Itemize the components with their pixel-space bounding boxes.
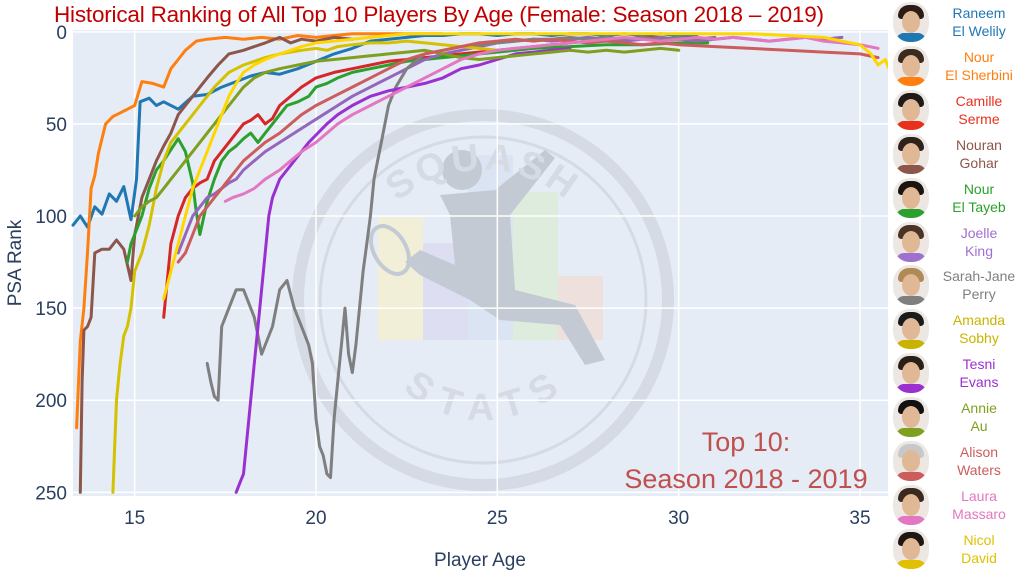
chart-plot: SQUASH STATS 15 20 25 30 35 050100150200250 … — [5, 23, 888, 571]
y-axis-ticks: 0 50 100 150 200 250 — [35, 23, 67, 504]
y-axis-title: PSA Rank — [5, 219, 26, 306]
series-lines — [71, 32, 888, 494]
x-axis-title: Player Age — [434, 550, 526, 571]
legend-label: Nouran Gohar — [936, 136, 1022, 172]
legend-name-line-2: Perry — [962, 286, 996, 303]
legend-name-line-2: Serme — [958, 110, 1000, 127]
x-tick-label: 30 — [668, 508, 689, 529]
player-photo-icon — [893, 45, 929, 86]
x-tick-label: 15 — [124, 508, 145, 529]
legend-name-line-1: Joelle — [960, 224, 998, 241]
legend-label: Nour El Sherbini — [936, 48, 1022, 84]
legend-item: Alison Waters — [888, 440, 1023, 482]
legend-item: Nour El Tayeb — [888, 177, 1023, 219]
legend-name-line-1: Annie — [961, 400, 997, 417]
x-tick-label: 35 — [849, 508, 870, 529]
series-line-nicol-david — [162, 32, 888, 301]
legend-name-line-1: Alison — [959, 444, 999, 460]
x-axis-ticks: 15 20 25 30 35 — [124, 508, 870, 529]
player-photo-icon — [893, 353, 929, 394]
legend-item: Nicol David — [888, 528, 1023, 570]
x-tick-label: 20 — [305, 508, 326, 529]
series-line-amanda-sobhy — [111, 39, 499, 494]
legend-item: Nour El Sherbini — [888, 45, 1023, 87]
legend-item: Amanda Sobhy — [888, 308, 1023, 350]
legend-item: Sarah-Jane Perry — [888, 264, 1023, 306]
y-tick-label: 200 — [35, 391, 67, 412]
annotation-line-2: Season 2018 - 2019 — [624, 464, 868, 494]
legend-name-line-1: Raneem — [952, 5, 1006, 21]
legend-item: Tesni Evans — [888, 352, 1023, 394]
player-photo-icon — [893, 89, 929, 130]
legend-name-line-2: El Tayeb — [952, 198, 1006, 215]
season-annotation: Top 10: Season 2018 - 2019 — [600, 424, 892, 498]
y-tick-label: 50 — [46, 115, 67, 136]
legend-name-line-1: Nour — [963, 48, 995, 65]
player-photo-icon — [893, 265, 929, 306]
legend-label: Laura Massaro — [936, 487, 1022, 523]
legend-item: Laura Massaro — [888, 484, 1023, 526]
legend-name-line-2: David — [961, 549, 997, 566]
player-photo-icon — [893, 2, 929, 42]
legend-name-line-1: Nicol — [963, 531, 995, 548]
legend-name-line-1: Camille — [955, 92, 1003, 109]
y-tick-label: 0 — [56, 23, 67, 44]
legend-name-line-2: King — [964, 242, 994, 259]
y-tick-label: 100 — [35, 207, 67, 228]
legend-name-line-1: Amanda — [952, 312, 1006, 329]
legend-item: Annie Au — [888, 396, 1023, 438]
player-photo-icon — [893, 133, 929, 174]
x-tick-label: 25 — [487, 508, 508, 529]
legend-label: Nicol David — [936, 531, 1022, 567]
series-line-annie-au — [133, 46, 681, 218]
legend-label: Joelle King — [936, 224, 1022, 260]
y-tick-label: 250 — [35, 483, 67, 504]
series-line-nour-el-sherbini — [75, 32, 445, 430]
legend-item: Joelle King — [888, 221, 1023, 263]
legend-item: Raneem El Welily — [888, 1, 1023, 43]
legend-item: Camille Serme — [888, 89, 1023, 131]
legend-name-line-2: Evans — [959, 374, 999, 391]
legend-label: Alison Waters — [936, 443, 1022, 479]
y-tick-label: 150 — [35, 299, 67, 320]
player-photo-icon — [893, 221, 929, 262]
series-line-nouran-gohar — [78, 35, 354, 494]
legend-name-line-2: Sobhy — [959, 330, 999, 347]
legend-name-line-2: El Welily — [952, 23, 1006, 39]
player-photo-icon — [893, 441, 929, 481]
chart-title: Historical Ranking of All Top 10 Players… — [54, 2, 824, 27]
legend-name-line-2: Waters — [957, 462, 1001, 478]
legend-name-line-2: Au — [970, 418, 988, 435]
player-photo-icon — [893, 397, 929, 438]
legend-name-line-1: Nour — [963, 180, 995, 197]
legend-label: Annie Au — [936, 399, 1022, 435]
legend-label: Raneem El Welily — [936, 4, 1022, 40]
player-photo-icon — [893, 177, 929, 218]
series-line-laura-massaro — [223, 35, 880, 203]
legend-name-line-2: Massaro — [952, 505, 1006, 522]
legend-label: Tesni Evans — [936, 355, 1022, 391]
legend-name-line-1: Tesni — [962, 356, 996, 373]
legend-name-line-2: El Sherbini — [945, 66, 1013, 83]
legend-item: Nouran Gohar — [888, 133, 1023, 175]
legend-label: Sarah-Jane Perry — [936, 267, 1022, 303]
series-line-tesni-evans — [234, 46, 572, 494]
player-photo-icon — [893, 484, 929, 525]
legend-label: Nour El Tayeb — [936, 180, 1022, 216]
player-photo-icon — [893, 309, 929, 350]
legend-name-line-1: Sarah-Jane — [942, 268, 1016, 285]
series-line-alison-waters — [176, 37, 880, 264]
player-photo-icon — [893, 528, 929, 569]
legend: Raneem El Welily Nour El Sherbini Camille Ser… — [888, 0, 1023, 573]
legend-label: Camille Serme — [936, 92, 1022, 128]
legend-label: Amanda Sobhy — [936, 311, 1022, 347]
legend-name-line-1: Laura — [961, 487, 997, 504]
grid-lines — [73, 30, 888, 496]
legend-name-line-1: Nouran — [956, 136, 1002, 153]
annotation-line-1: Top 10: — [701, 427, 791, 457]
legend-name-line-2: Gohar — [959, 154, 999, 171]
